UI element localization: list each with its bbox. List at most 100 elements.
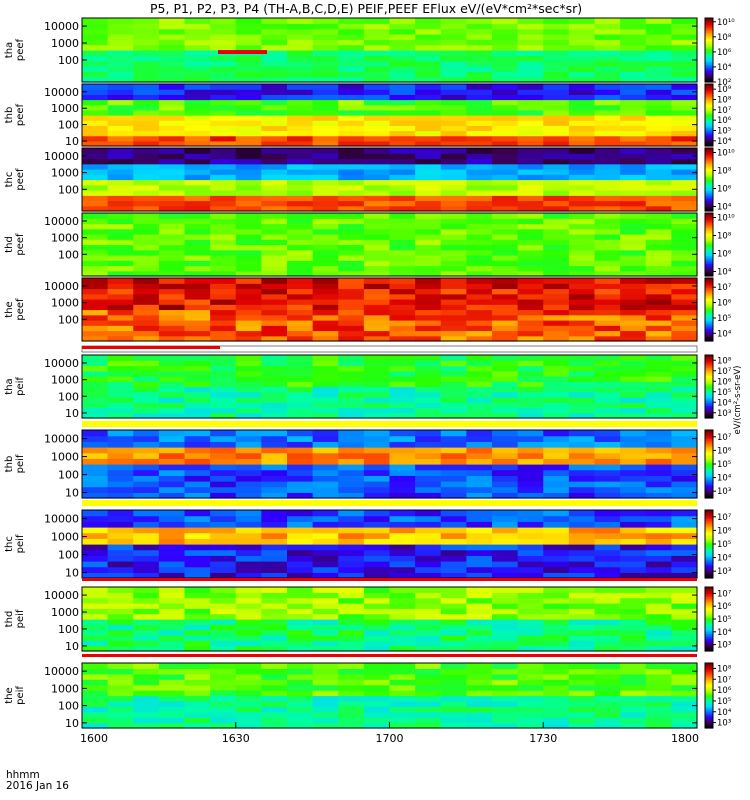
spectrogram-cell	[261, 391, 288, 398]
spectrogram-cell	[363, 645, 391, 652]
colorbar-segment	[705, 152, 713, 155]
spectrogram-cell	[594, 527, 621, 534]
spectrogram-cell	[568, 18, 596, 24]
spectrogram-cell	[338, 441, 365, 448]
spectrogram-cell	[415, 572, 442, 579]
spectrogram-cell	[133, 309, 160, 316]
spectrogram-cell	[235, 441, 262, 448]
colorbar-segment	[705, 124, 713, 127]
spectrogram-cell	[620, 244, 647, 251]
colorbar-segment	[705, 679, 713, 682]
spectrogram-cell	[210, 430, 237, 437]
spectrogram-cell	[594, 510, 621, 517]
spectrogram-cell	[466, 239, 493, 246]
spectrogram-cell	[568, 717, 596, 724]
spectrogram-cell	[184, 527, 211, 534]
spectrogram-cell	[210, 140, 237, 147]
spectrogram-cell	[133, 566, 160, 573]
spectrogram-cell	[645, 94, 672, 101]
spectrogram-cell	[620, 195, 647, 202]
colorbar-segment	[705, 719, 713, 723]
spectrogram-cell	[492, 486, 519, 493]
spectrogram-cell	[261, 475, 288, 482]
spectrogram-cell	[389, 66, 416, 72]
spectrogram-cell	[415, 223, 442, 230]
spectrogram-cell	[543, 397, 570, 403]
spectrogram-cell	[261, 39, 288, 46]
quality-flag-strip	[82, 421, 697, 427]
spectrogram-cell	[261, 544, 288, 551]
spectrogram-cell	[620, 335, 647, 342]
spectrogram-cell	[568, 174, 596, 181]
spectrogram-cell	[158, 304, 186, 311]
spectrogram-cell	[82, 169, 109, 175]
spectrogram-cell	[389, 549, 416, 556]
colorbar-segment	[705, 217, 713, 220]
colorbar-segment	[705, 628, 713, 631]
spectrogram-cell	[82, 28, 109, 35]
spectrogram-cell	[235, 104, 262, 111]
spectrogram-cell	[184, 153, 211, 160]
spectrogram-cell	[184, 566, 211, 573]
spectrogram-cell	[594, 50, 621, 56]
colorbar-segment	[705, 18, 713, 21]
spectrogram-cell	[671, 278, 698, 284]
colorbar-segment	[705, 511, 713, 514]
colorbar-segment	[705, 465, 713, 468]
panel-ylabel: thc	[4, 536, 15, 552]
spectrogram-cell	[158, 561, 186, 568]
spectrogram-cell	[440, 163, 467, 170]
spectrogram-cell	[133, 458, 160, 465]
spectrogram-cell	[82, 179, 109, 186]
colorbar-segment	[705, 435, 713, 438]
spectrogram-cell	[338, 84, 365, 90]
quality-flag-strip	[82, 578, 697, 581]
spectrogram-cell	[82, 288, 109, 295]
spectrogram-cell	[261, 700, 288, 707]
spectrogram-cell	[568, 260, 596, 267]
spectrogram-cell	[466, 521, 493, 528]
spectrogram-cell	[287, 365, 314, 372]
spectrogram-cell	[620, 452, 647, 459]
spectrogram-cell	[415, 441, 442, 448]
spectrogram-cell	[312, 223, 339, 230]
spectrogram-cell	[133, 135, 160, 142]
spectrogram-cell	[261, 597, 288, 604]
spectrogram-cell	[338, 597, 365, 604]
spectrogram-cell	[312, 109, 339, 116]
spectrogram-cell	[158, 391, 186, 398]
colorbar-segment	[705, 168, 713, 171]
spectrogram-cell	[235, 407, 262, 414]
colorbar-segment	[705, 94, 713, 97]
spectrogram-cell	[492, 278, 519, 284]
spectrogram-cell	[389, 532, 416, 539]
spectrogram-cell	[671, 469, 698, 476]
colorbar-segment	[705, 309, 713, 312]
spectrogram-cell	[133, 179, 160, 186]
spectrogram-cell	[543, 158, 570, 165]
spectrogram-cell	[107, 452, 134, 459]
colorbar-segment	[705, 238, 713, 241]
spectrogram-cell	[82, 270, 109, 277]
spectrogram-cell	[287, 572, 314, 579]
spectrogram-cell	[671, 299, 698, 305]
spectrogram-cell	[235, 679, 262, 686]
spectrogram-cell	[338, 184, 365, 191]
spectrogram-cell	[594, 89, 621, 95]
spectrogram-cell	[568, 510, 596, 517]
spectrogram-cell	[517, 28, 544, 35]
spectrogram-cell	[645, 158, 672, 165]
spectrogram-cell	[543, 492, 570, 499]
colorbar-segment	[705, 445, 713, 448]
colorbar-segment	[705, 235, 713, 238]
spectrogram-cell	[517, 104, 544, 111]
spectrogram-cell	[389, 28, 416, 35]
spectrogram-cell	[671, 700, 698, 707]
spectrogram-cell	[671, 76, 698, 83]
spectrogram-cell	[620, 481, 647, 488]
colorbar-segment	[705, 430, 713, 433]
spectrogram-cell	[210, 270, 237, 277]
spectrogram-cell	[107, 635, 134, 641]
spectrogram-cell	[133, 89, 160, 95]
